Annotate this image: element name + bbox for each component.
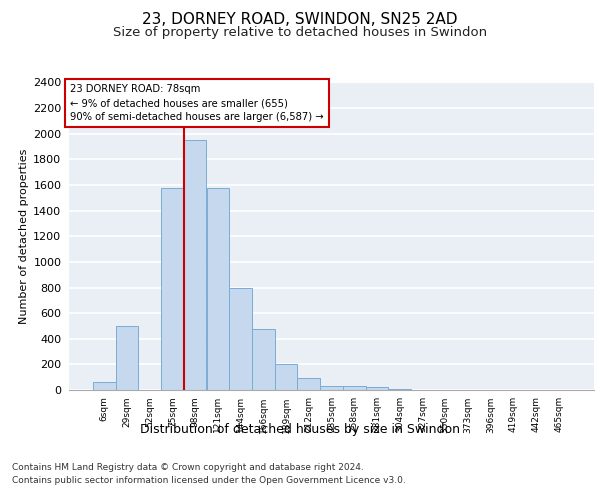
Bar [206, 188, 229, 390]
Bar [229, 288, 252, 390]
Bar [298, 378, 320, 390]
Text: Contains HM Land Registry data © Crown copyright and database right 2024.: Contains HM Land Registry data © Crown c… [12, 462, 364, 471]
Bar [252, 328, 275, 390]
Bar [275, 364, 298, 390]
Bar [365, 388, 388, 390]
Text: Contains public sector information licensed under the Open Government Licence v3: Contains public sector information licen… [12, 476, 406, 485]
Text: Size of property relative to detached houses in Swindon: Size of property relative to detached ho… [113, 26, 487, 39]
Text: 23, DORNEY ROAD, SWINDON, SN25 2AD: 23, DORNEY ROAD, SWINDON, SN25 2AD [142, 12, 458, 28]
Bar [161, 188, 184, 390]
Text: 23 DORNEY ROAD: 78sqm
← 9% of detached houses are smaller (655)
90% of semi-deta: 23 DORNEY ROAD: 78sqm ← 9% of detached h… [70, 84, 323, 122]
Y-axis label: Number of detached properties: Number of detached properties [19, 148, 29, 324]
Bar [93, 382, 116, 390]
Bar [343, 386, 365, 390]
Bar [184, 140, 206, 390]
Bar [116, 326, 139, 390]
Text: Distribution of detached houses by size in Swindon: Distribution of detached houses by size … [140, 422, 460, 436]
Bar [320, 386, 343, 390]
